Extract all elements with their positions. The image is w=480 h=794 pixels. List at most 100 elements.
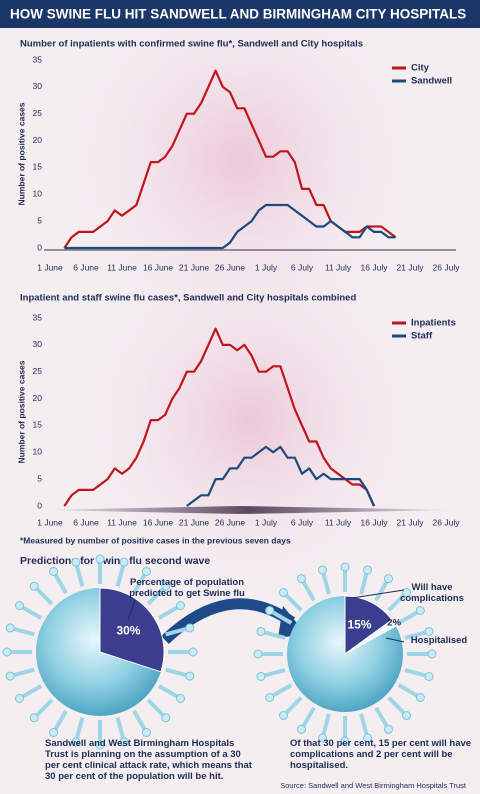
decoration-bulb [188,647,198,657]
decoration-spike [263,668,286,678]
x-tick-label: 6 July [291,517,314,527]
callout-label: Will have complications [400,582,464,604]
background-decoration [60,230,440,610]
x-tick-label: 26 June [215,517,246,527]
y-tick-label: 25 [33,366,43,376]
decoration-bulb [95,740,105,750]
decoration-bulb [317,565,327,575]
decoration-bulb [363,565,373,575]
decoration-spike [404,668,427,678]
decoration-bulb [161,713,171,723]
decoration-bulb [265,693,275,702]
source: Source: Sandwell and West Birmingham Hos… [280,781,467,790]
decoration-spike [157,684,179,699]
x-tick-label: 21 June [179,262,210,272]
pie-slice [344,619,397,655]
decoration-spike [387,696,406,715]
decoration-bulb [340,736,350,746]
decoration-spike [359,713,369,736]
decoration-bulb [278,711,288,721]
section-title: Predictions for swine flu second wave [20,555,210,567]
decoration-bulb [256,672,266,682]
decoration-spike [53,573,68,595]
decoration-spike [374,706,389,728]
decoration-bulb [384,574,393,584]
decoration-spike [301,580,316,602]
decoration-spike [301,706,316,728]
decoration-bulb [142,728,151,738]
y-tick-label: 30 [33,81,43,91]
y-tick-label: 30 [33,339,43,349]
y-axis-label: Number of positive cases [16,360,26,463]
page-title: HOW SWINE FLU HIT SANDWELL AND BIRMINGHA… [10,7,466,22]
data-line [63,327,376,507]
x-axis [44,506,456,514]
data-line [64,203,396,250]
decoration-bulb [317,733,327,743]
decoration-bulb [363,733,373,743]
pie-value-label: 2% [387,618,401,629]
x-tick-label: 1 July [255,517,278,527]
decoration-spike [359,572,369,595]
decoration-bulb [278,587,288,597]
decoration-spike [132,709,147,731]
decoration-spike [165,667,188,678]
decoration-spike [74,717,85,740]
decoration-bulb [256,626,266,636]
decoration-spike [263,630,286,640]
x-tick-label: 11 June [107,517,137,527]
decoration-bulb [402,711,412,721]
decoration-bulb [415,606,425,615]
x-tick-label: 1 June [37,517,63,527]
decoration-spike [397,610,419,625]
decoration-bulb [2,647,12,657]
x-tick-label: 16 July [361,262,389,272]
x-tick-label: 1 June [37,262,63,272]
decoration-bulb [402,587,412,597]
decoration-bulb [5,671,15,681]
decoration-bulb [49,566,58,576]
decoration-spike [271,683,293,698]
callout-line [385,637,405,643]
decoration-bulb [5,623,15,633]
decoration-spike [146,586,166,606]
decoration-spike [404,630,427,640]
y-tick-label: 0 [37,242,42,252]
x-tick-label: 26 June [215,262,246,272]
decoration-bulb [415,693,425,702]
chart-title: Number of inpatients with confirmed swin… [20,39,363,50]
decoration-bulb [142,566,151,576]
legend-label: City [411,63,430,74]
decoration-bulb [427,649,437,659]
decoration-spike [34,698,54,718]
decoration-spike [284,593,303,612]
decoration-bulb [340,562,350,572]
y-tick-label: 20 [33,135,43,145]
x-tick-label: 11 July [325,262,352,272]
decoration-bulb [14,601,24,610]
decoration-spike [21,684,43,699]
y-tick-label: 15 [33,162,43,172]
legend-label: Staff [411,331,433,342]
x-tick-label: 6 June [73,517,99,527]
decoration-bulb [95,554,105,564]
footnote: *Measured by number of positive cases in… [20,535,291,545]
x-tick-label: 26 July [433,517,461,527]
y-axis-label: Number of positive cases [16,102,26,205]
decoration-bulb [119,557,129,567]
decoration-bulb [185,671,195,681]
decoration-spike [53,709,68,731]
decoration-spike [146,698,166,718]
pie-slice [99,587,165,673]
decoration-spike [321,713,331,736]
data-line [186,445,376,507]
y-tick-label: 20 [33,393,43,403]
y-tick-label: 15 [33,420,43,430]
decoration-spike [387,593,406,612]
decoration-bulb [253,649,263,659]
decoration-spike [74,564,85,587]
decoration-spike [34,586,54,606]
decoration-bulb [297,724,306,734]
decoration-spike [21,605,43,620]
